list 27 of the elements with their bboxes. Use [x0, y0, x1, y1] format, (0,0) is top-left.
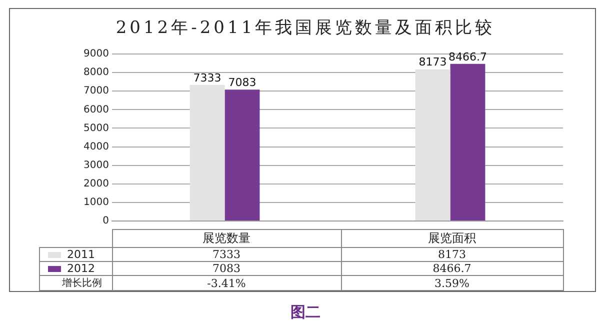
text: 增长比例 — [40, 276, 112, 290]
y-tick-label: 7000 — [84, 86, 109, 97]
y-tick-label: 0 — [102, 216, 109, 227]
text: 7083 — [112, 262, 341, 276]
data-label: 8173 — [418, 56, 447, 69]
y-tick-label: 6000 — [84, 104, 109, 116]
y-tick-label: 8000 — [84, 67, 109, 78]
text: 8173 — [341, 248, 563, 262]
data-label: 8466.7 — [448, 50, 487, 64]
y-tick-label: 9000 — [84, 48, 109, 60]
chart-title: 2012年-2011年我国展览数量及面积比较 — [114, 17, 496, 39]
y-tick-label: 3000 — [84, 160, 109, 171]
text: -3.41% — [112, 276, 341, 290]
y-tick-label: 5000 — [84, 122, 109, 134]
x-tick-label: 展览数量 — [112, 230, 341, 248]
text: 图二 — [290, 303, 322, 322]
data-label: 7083 — [228, 76, 256, 89]
text: 8466.7 — [341, 262, 563, 276]
x-tick-label: 展览面积 — [341, 230, 563, 248]
text: 3.59% — [341, 276, 563, 290]
y-tick-label: 1000 — [84, 197, 109, 208]
legend-label: 2012 — [40, 262, 112, 276]
y-tick-label: 4000 — [84, 141, 109, 152]
legend-label: 2011 — [40, 248, 112, 262]
text: 7333 — [112, 248, 341, 262]
y-tick-label: 2000 — [84, 178, 109, 190]
data-label: 7333 — [193, 71, 222, 84]
